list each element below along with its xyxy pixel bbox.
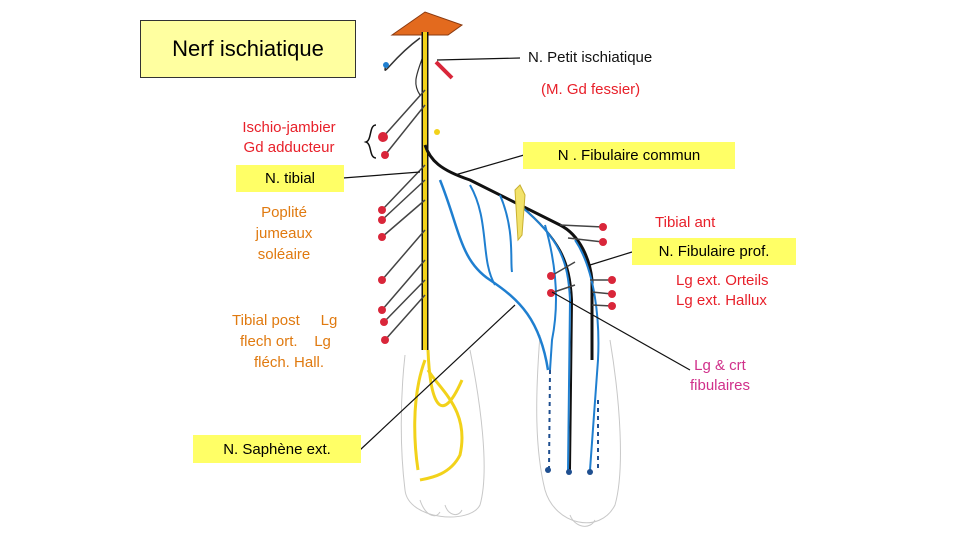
plantar-nerve-inner [413,359,427,471]
right-muscle-dots [547,223,616,310]
label-lg-crt: Lg & crt [694,357,746,374]
left-foot-outline [400,349,485,518]
fibulaire-superficiel-blue [544,224,557,371]
toe-dot [545,467,551,473]
saphene-ext-nerve [426,349,464,408]
label-flech-ort: flech ort. Lg [240,333,331,350]
toe-dot [566,469,572,475]
petit-ischiatique-branch [384,37,421,71]
branch-dot [383,62,389,68]
tibial-blue-branch-3 [499,194,513,273]
label-petit-ischiatique: N. Petit ischiatique [528,49,653,66]
label-soleaire: soléaire [257,246,311,263]
left-muscle-dots [378,132,389,344]
fibulaire-lateral-blue [574,239,600,471]
fibulaire-commun-nerve [423,144,594,360]
right-foot-outline [536,334,621,527]
label-jumeaux: jumeaux [255,225,313,242]
bracket [363,124,377,159]
label-saphene-ext: N. Saphène ext. [193,435,361,463]
pointer-lines [342,57,691,451]
label-gd-fessier: (M. Gd fessier) [541,81,641,98]
toe-dot [587,469,593,475]
tibial-blue-branch-1 [438,179,550,371]
left-muscle-branches [381,89,426,341]
dashed-nerve-left [548,369,551,471]
small-branch-dot [434,129,440,135]
label-fibulaires: fibulaires [689,377,751,394]
label-poplite: Poplité [261,204,307,221]
right-muscle-branches [550,224,613,307]
label-ischio-jambier: Ischio-jambier [242,119,336,136]
label-fibulaire-prof: N. Fibulaire prof. [632,238,796,265]
label-fibulaire-commun: N . Fibulaire commun [523,142,735,169]
fibulaire-prof-nerve [519,204,574,471]
label-flech-hall: fléch. Hall. [254,354,325,371]
fibula-head [514,184,526,242]
label-tibial-post: Tibial post Lg [232,312,338,329]
fibulaire-prof-blue [521,206,572,471]
label-lg-ext-orteils: Lg ext. Orteils [676,272,769,289]
plantar-nerve-left [419,369,464,482]
label-lg-ext-hallux: Lg ext. Hallux [676,292,767,309]
label-tibial-ant: Tibial ant [655,214,716,231]
label-gd-adducteur: Gd adducteur [243,139,335,156]
tibial-blue-branch-2 [469,184,496,286]
gluteus-maximus-shape [390,11,464,36]
page-title: Nerf ischiatique [140,20,356,78]
label-tibial: N. tibial [236,165,344,192]
gd-fessier-branch [434,60,454,80]
